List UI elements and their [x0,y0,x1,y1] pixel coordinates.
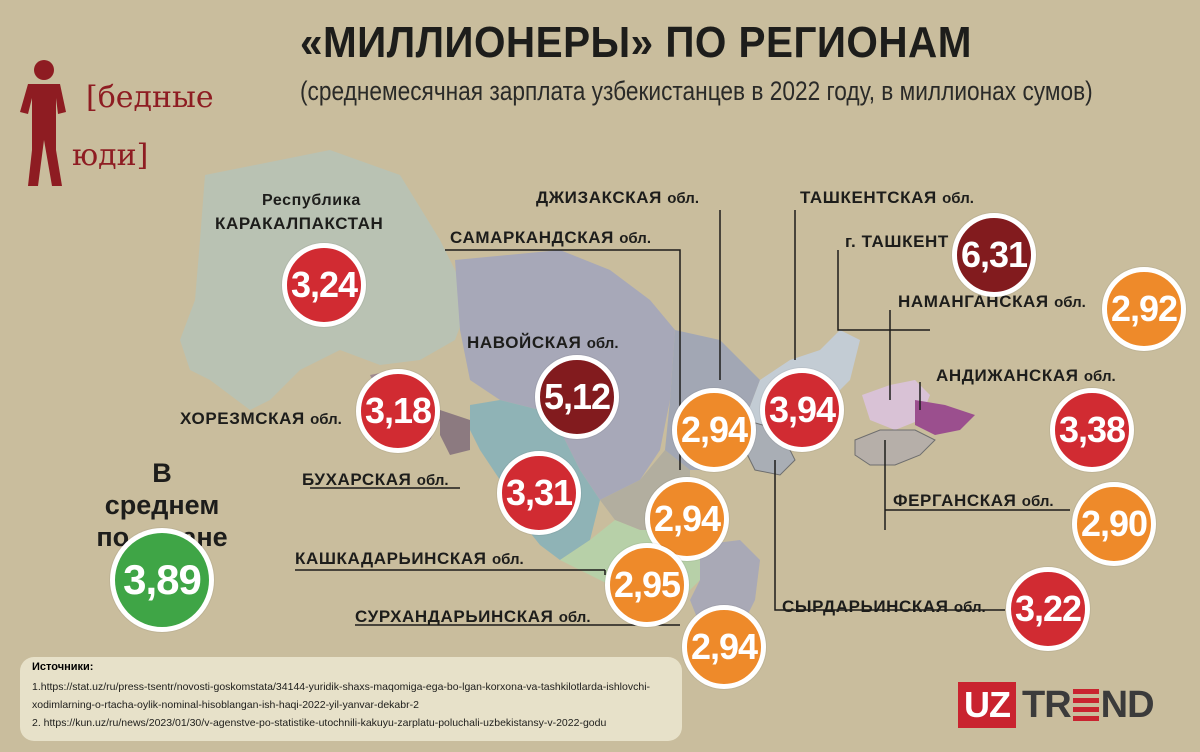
label-tashkent-city: г. ТАШКЕНТ [845,232,949,251]
label-bukhara: БУХАРСКАЯ обл. [302,470,449,489]
region-andijan [915,400,975,435]
source-link-2[interactable]: 2. https://kun.uz/ru/news/2023/01/30/v-a… [32,717,607,729]
label-khorezm: ХОРЕЗМСКАЯ обл. [180,409,342,428]
logo-uz: UZ [958,682,1016,728]
brand-word-1: [бедные [86,80,214,115]
average-label: В среднем по стране [92,457,232,553]
value-badge-khorezm: 3,18 [356,369,440,453]
value-badge-syrdarya: 3,22 [1006,567,1090,651]
label-jizzakh: ДЖИЗАКСКАЯ обл. [536,188,700,207]
value-badge-karakalpakstan: 3,24 [282,243,366,327]
uztrend-logo: UZ TR ND [958,682,1155,728]
leader-lines [295,210,1070,626]
page-subtitle: (среднемесячная зарплата узбекистанцев в… [300,76,1093,106]
value-badge-fergana: 2,90 [1072,482,1156,566]
sources-title: Источники: [32,661,94,673]
value-badge-jizzakh: 2,94 [672,388,756,472]
label-samarkand: САМАРКАНДСКАЯ обл. [450,228,651,247]
label-andijan: АНДИЖАНСКАЯ обл. [936,366,1116,385]
value-badge-navoi: 5,12 [535,355,619,439]
label-namangan: НАМАНГАНСКАЯ обл. [898,292,1086,311]
value-badge-kashkadarya: 2,95 [605,543,689,627]
label-navoi: НАВОЙСКАЯ обл. [467,333,619,352]
logo-tr: TR [1022,684,1072,726]
logo-nd: ND [1100,684,1155,726]
label-syrdarya: СЫРДАРЬИНСКАЯ обл. [782,597,986,616]
label-fergana: ФЕРГАНСКАЯ обл. [893,491,1054,510]
value-badge-surkhandarya: 2,94 [682,605,766,689]
page-title: «МИЛЛИОНЕРЫ» ПО РЕГИОНАМ [300,18,972,67]
source-link-1a[interactable]: 1.https://stat.uz/ru/press-tsentr/novost… [32,681,651,693]
label-karakalpakstan-1: Республика [262,192,361,209]
sources-box: Источники: 1.https://stat.uz/ru/press-ts… [20,657,682,741]
value-badge-tashkent-region: 3,94 [760,368,844,452]
region-namangan [862,380,930,430]
label-karakalpakstan-2: КАРАКАЛПАКСТАН [215,214,384,233]
brand-word-2: юди] [72,138,149,173]
person-icon [20,60,66,186]
source-link-1b[interactable]: xodimlarning-o-rtacha-oylik-nominal-hiso… [32,699,419,711]
value-badge-tashkent-city: 6,31 [952,213,1036,297]
value-badge-bukhara: 3,31 [497,451,581,535]
average-label-line1: В среднем [104,458,220,520]
label-tashkent-region: ТАШКЕНТСКАЯ обл. [800,188,974,207]
label-surkhandarya: СУРХАНДАРЬИНСКАЯ обл. [355,607,591,626]
value-badge-average: 3,89 [110,528,214,632]
value-badge-namangan: 2,92 [1102,267,1186,351]
region-fergana [854,429,936,466]
label-kashkadarya: КАШКАДАРЬИНСКАЯ обл. [295,549,524,568]
logo-e-mark [1072,689,1099,721]
value-badge-andijan: 3,38 [1050,388,1134,472]
